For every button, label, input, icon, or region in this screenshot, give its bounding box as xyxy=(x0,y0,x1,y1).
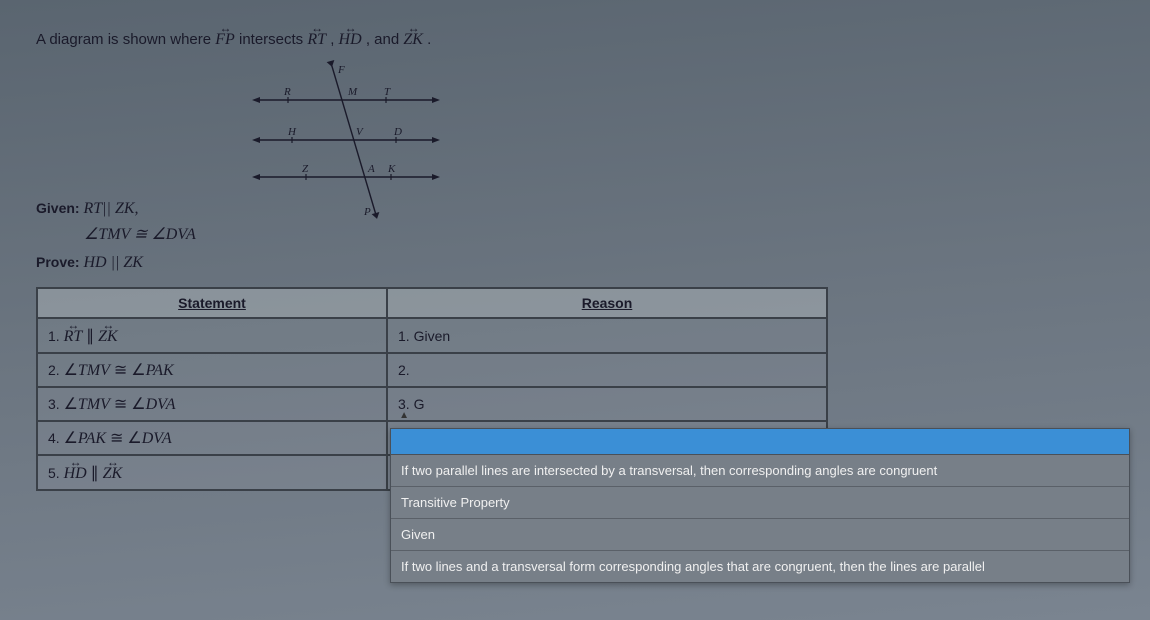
reason-dropdown[interactable]: ▲ If two parallel lines are intersected … xyxy=(390,428,1130,583)
given-prove-block: Given: RT|| ZK, ∠TMV ≅ ∠DVA Prove: HD ||… xyxy=(36,200,196,278)
label-z: Z xyxy=(302,163,309,175)
row-num: 1. xyxy=(48,328,60,344)
table-row: 3. TMV DVA 3. G xyxy=(37,387,827,421)
dropdown-option[interactable]: If two parallel lines are intersected by… xyxy=(391,455,1129,487)
header-reason: Reason xyxy=(387,288,827,318)
reason-num: 2. xyxy=(398,362,410,378)
label-t: T xyxy=(384,86,391,98)
label-a: A xyxy=(367,163,375,175)
geometry-diagram: F R M T H V D Z A K P xyxy=(216,55,476,225)
line-fp: FP xyxy=(215,28,235,49)
table-row: 2. TMV PAK 2. xyxy=(37,353,827,387)
dropdown-selected-blank[interactable] xyxy=(391,429,1129,455)
row-num: 2. xyxy=(48,362,60,378)
label-v: V xyxy=(356,126,364,138)
line-hd: HD xyxy=(339,28,362,49)
line-zk: ZK xyxy=(403,28,423,49)
row-num: 5. xyxy=(48,465,60,481)
row-num: 3. xyxy=(48,396,60,412)
dropdown-option[interactable]: Transitive Property xyxy=(391,487,1129,519)
given-line2: ∠TMV ≅ ∠DVA xyxy=(84,226,196,243)
given-line1: RT xyxy=(83,200,102,217)
sep2: , and xyxy=(366,31,404,48)
prove-text: HD || ZK xyxy=(83,254,142,271)
dropdown-option[interactable]: If two lines and a transversal form corr… xyxy=(391,551,1129,582)
intersects-word: intersects xyxy=(239,31,307,48)
label-f: F xyxy=(337,64,345,76)
reason-num: 1. xyxy=(398,328,410,344)
label-m: M xyxy=(347,86,358,98)
label-h: H xyxy=(287,126,297,138)
prove-label: Prove: xyxy=(36,254,80,270)
reason-text: Given xyxy=(414,328,451,344)
header-statement: Statement xyxy=(37,288,387,318)
intro-text: A diagram is shown where xyxy=(36,31,215,48)
line-rt: RT xyxy=(307,28,326,49)
reason-cell-dropdown[interactable]: 2. xyxy=(387,353,827,387)
label-p: P xyxy=(363,206,371,218)
label-k: K xyxy=(387,163,396,175)
reason-text: G xyxy=(414,396,425,412)
given-label: Given: xyxy=(36,200,80,216)
period: . xyxy=(427,31,431,48)
problem-statement: A diagram is shown where FP intersects R… xyxy=(36,28,1114,49)
table-row: 1. RT ZK 1. Given xyxy=(37,318,827,353)
label-d: D xyxy=(393,126,402,138)
dropdown-arrow-icon: ▲ xyxy=(399,410,409,421)
dropdown-option[interactable]: Given xyxy=(391,519,1129,551)
sep1: , xyxy=(330,31,338,48)
label-r: R xyxy=(283,86,291,98)
row-num: 4. xyxy=(48,430,60,446)
